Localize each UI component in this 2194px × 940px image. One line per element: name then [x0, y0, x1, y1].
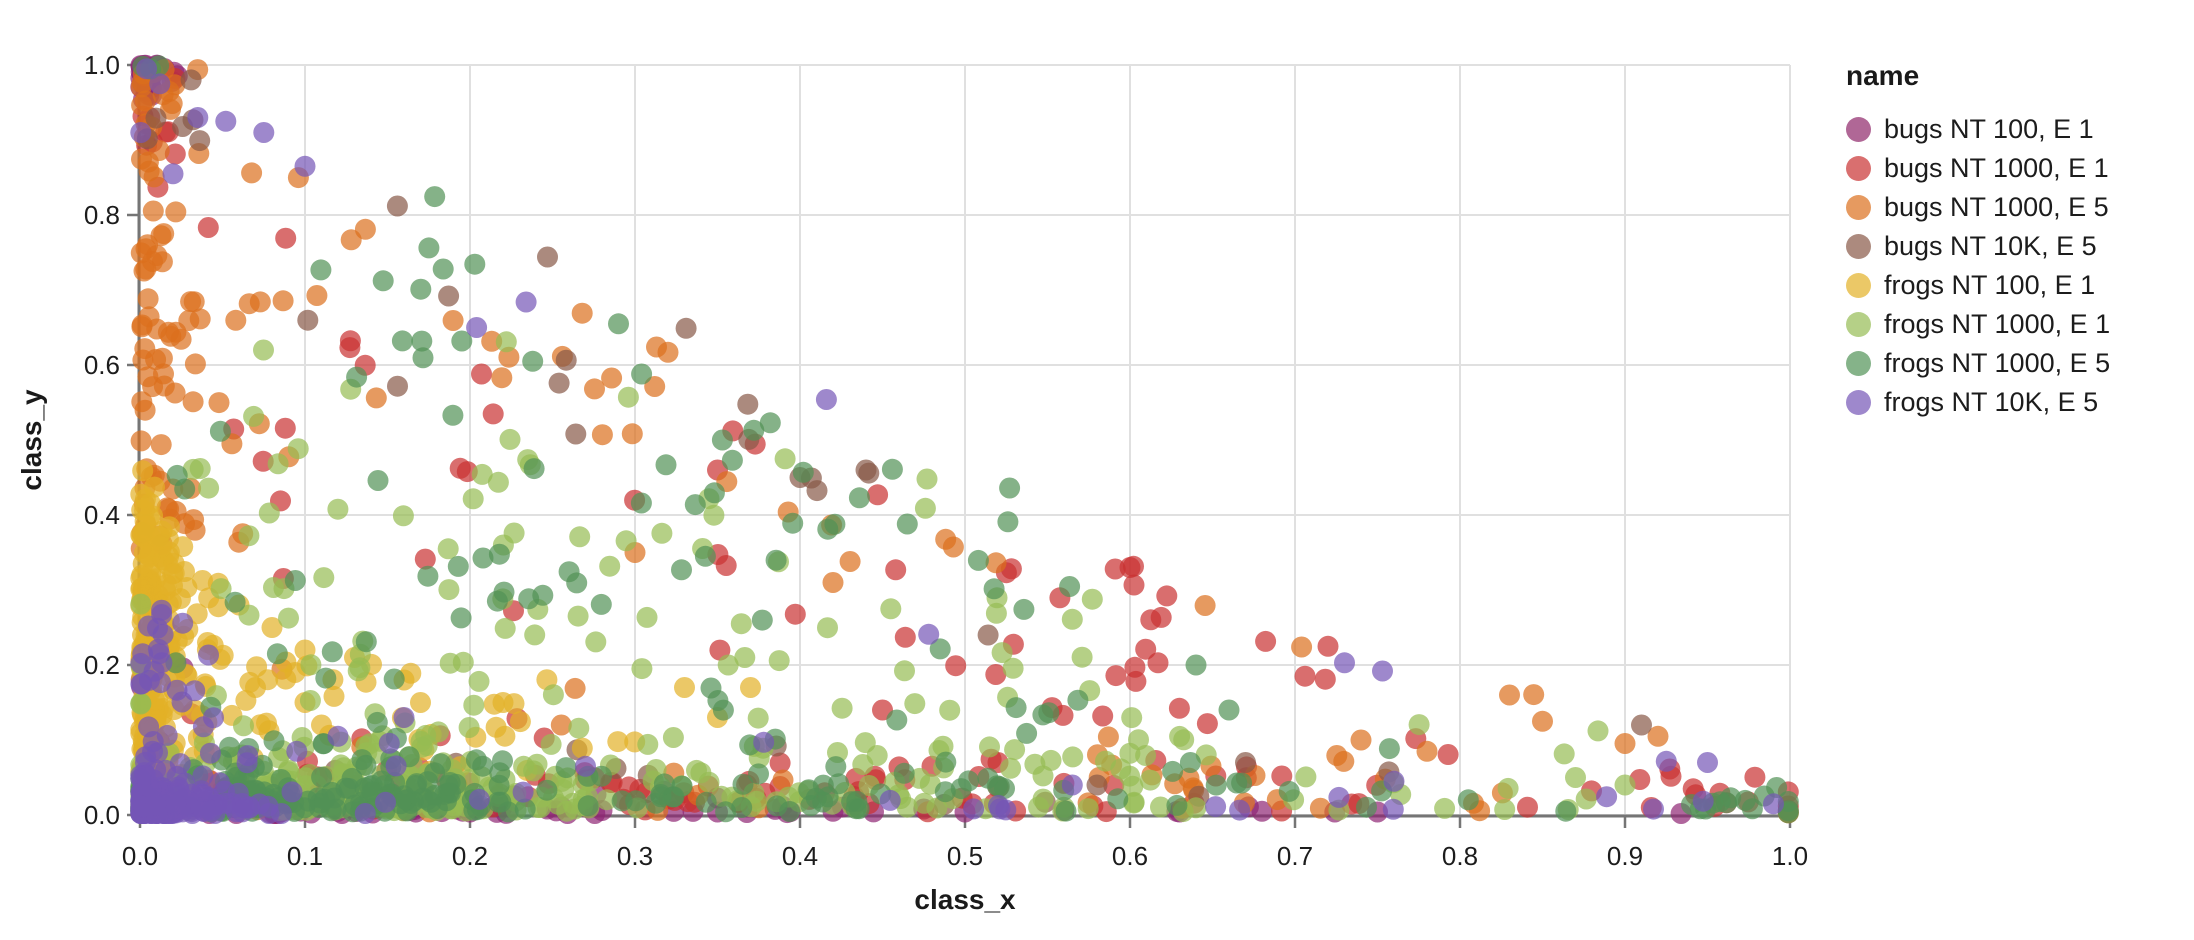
series-swatch-icon — [1846, 390, 1871, 415]
x-tick-label: 0.7 — [1277, 841, 1313, 871]
legend: name bugs NT 100, E 1 bugs NT 1000, E 1 … — [1846, 60, 2186, 422]
series-swatch-icon — [1846, 312, 1871, 337]
legend-item-label: bugs NT 10K, E 5 — [1884, 231, 2097, 261]
x-tick-label: 0.4 — [782, 841, 818, 871]
legend-item: bugs NT 100, E 1 — [1846, 110, 2186, 149]
legend-item-label: frogs NT 1000, E 5 — [1884, 348, 2111, 378]
gridlines — [139, 64, 1791, 816]
legend-item-label: bugs NT 1000, E 5 — [1884, 192, 2109, 222]
legend-item-label: bugs NT 100, E 1 — [1884, 114, 2094, 144]
legend-item-label: frogs NT 10K, E 5 — [1884, 387, 2099, 417]
x-tick-label: 0.1 — [287, 841, 323, 871]
x-tick-label: 0.2 — [452, 841, 488, 871]
x-tick-label: 0.0 — [122, 841, 158, 871]
points-layer — [130, 54, 1799, 824]
series-points — [136, 69, 1652, 815]
legend-item: frogs NT 1000, E 5 — [1846, 344, 2186, 383]
legend-item: frogs NT 1000, E 1 — [1846, 305, 2186, 344]
y-axis-title: class_y — [16, 389, 47, 491]
series-swatch-icon — [1846, 351, 1871, 376]
series-swatch-icon — [1846, 195, 1871, 220]
series-points — [130, 331, 1636, 823]
y-tick-label: 0.0 — [84, 800, 120, 830]
series-points — [130, 58, 1784, 824]
legend-item-label: frogs NT 100, E 1 — [1884, 270, 2096, 300]
legend-item: frogs NT 10K, E 5 — [1846, 383, 2186, 422]
series-swatch-icon — [1846, 156, 1871, 181]
y-tick-label: 1.0 — [84, 50, 120, 80]
legend-title: name — [1846, 60, 1920, 91]
x-tick-label: 0.5 — [947, 841, 983, 871]
y-tick-label: 0.4 — [84, 500, 120, 530]
series-swatch-icon — [1846, 273, 1871, 298]
x-axis-title: class_x — [914, 884, 1016, 915]
y-tick-label: 0.2 — [84, 650, 120, 680]
x-tick-label: 0.6 — [1112, 841, 1148, 871]
x-tick-label: 0.3 — [617, 841, 653, 871]
series-swatch-icon — [1846, 234, 1871, 259]
legend-item: bugs NT 1000, E 5 — [1846, 188, 2186, 227]
legend-item: frogs NT 100, E 1 — [1846, 266, 2186, 305]
x-tick-label: 0.8 — [1442, 841, 1478, 871]
series-swatch-icon — [1846, 117, 1871, 142]
y-tick-label: 0.6 — [84, 350, 120, 380]
legend-item: bugs NT 1000, E 1 — [1846, 149, 2186, 188]
legend-item-label: bugs NT 1000, E 1 — [1884, 153, 2109, 183]
legend-item-label: frogs NT 1000, E 1 — [1884, 309, 2111, 339]
x-tick-label: 0.9 — [1607, 841, 1643, 871]
y-tick-label: 0.8 — [84, 200, 120, 230]
x-tick-label: 1.0 — [1772, 841, 1808, 871]
legend-item: bugs NT 10K, E 5 — [1846, 227, 2186, 266]
